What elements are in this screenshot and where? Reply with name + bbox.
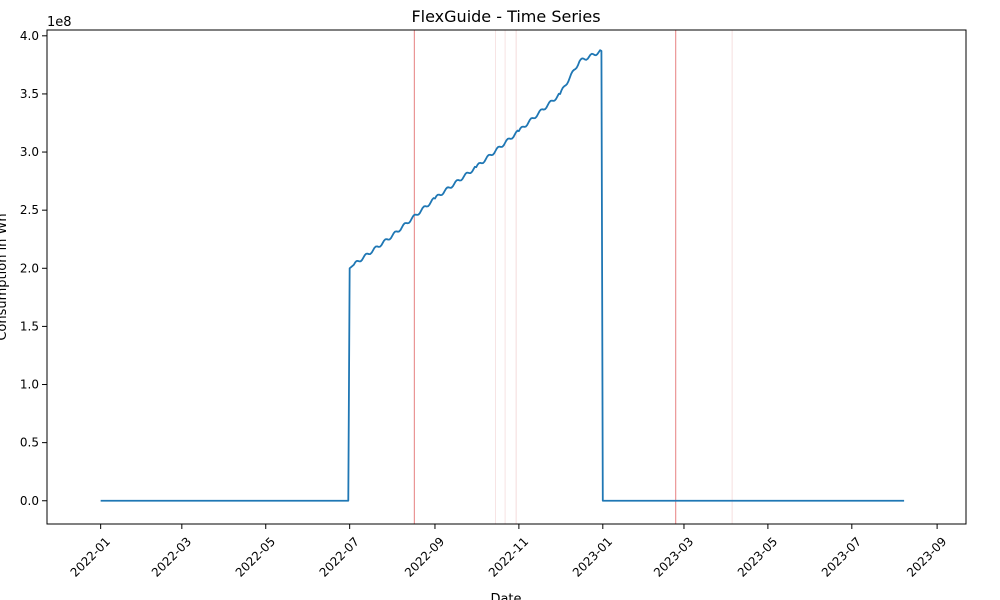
y-tick-label-4: 2.0 — [20, 261, 39, 275]
x-tick-label-7: 2023-03 — [651, 534, 696, 579]
y-tick-label-6: 3.0 — [20, 145, 39, 159]
x-tick-label-5: 2022-11 — [486, 534, 531, 579]
chart-title: FlexGuide - Time Series — [411, 7, 600, 26]
y-tick-label-1: 0.5 — [20, 436, 39, 450]
marker-lines — [413, 30, 733, 524]
y-tick-label-8: 4.0 — [20, 29, 39, 43]
x-tick-label-10: 2023-09 — [904, 534, 949, 579]
x-tick-label-8: 2023-05 — [735, 534, 780, 579]
series-line-0 — [100, 49, 905, 502]
y-tick-label-0: 0.0 — [20, 494, 39, 508]
y-tick-label-3: 1.5 — [20, 319, 39, 333]
series-layer — [100, 49, 905, 502]
y-axis-ticks: 0.0 0.5 1.0 1.5 2.0 2.5 3.0 3.5 4.0 — [20, 29, 47, 508]
y-tick-label-2: 1.0 — [20, 378, 39, 392]
y-tick-label-7: 3.5 — [20, 87, 39, 101]
x-tick-label-0: 2022-01 — [68, 534, 113, 579]
x-tick-label-9: 2023-07 — [819, 534, 864, 579]
plot-frame — [46, 29, 967, 525]
y-tick-label-5: 2.5 — [20, 203, 39, 217]
x-tick-label-2: 2022-05 — [233, 534, 278, 579]
y-offset-label: 1e8 — [47, 15, 72, 30]
y-axis-label: Consumption in Wh — [0, 213, 10, 340]
x-tick-label-1: 2022-03 — [149, 534, 194, 579]
x-axis-label: Date — [490, 592, 521, 600]
x-tick-label-4: 2022-09 — [402, 534, 447, 579]
x-tick-label-6: 2023-01 — [570, 534, 615, 579]
x-axis-ticks: 2022-01 2022-03 2022-05 2022-07 2022-09 2022-… — [68, 524, 949, 580]
x-tick-label-3: 2022-07 — [317, 534, 362, 579]
